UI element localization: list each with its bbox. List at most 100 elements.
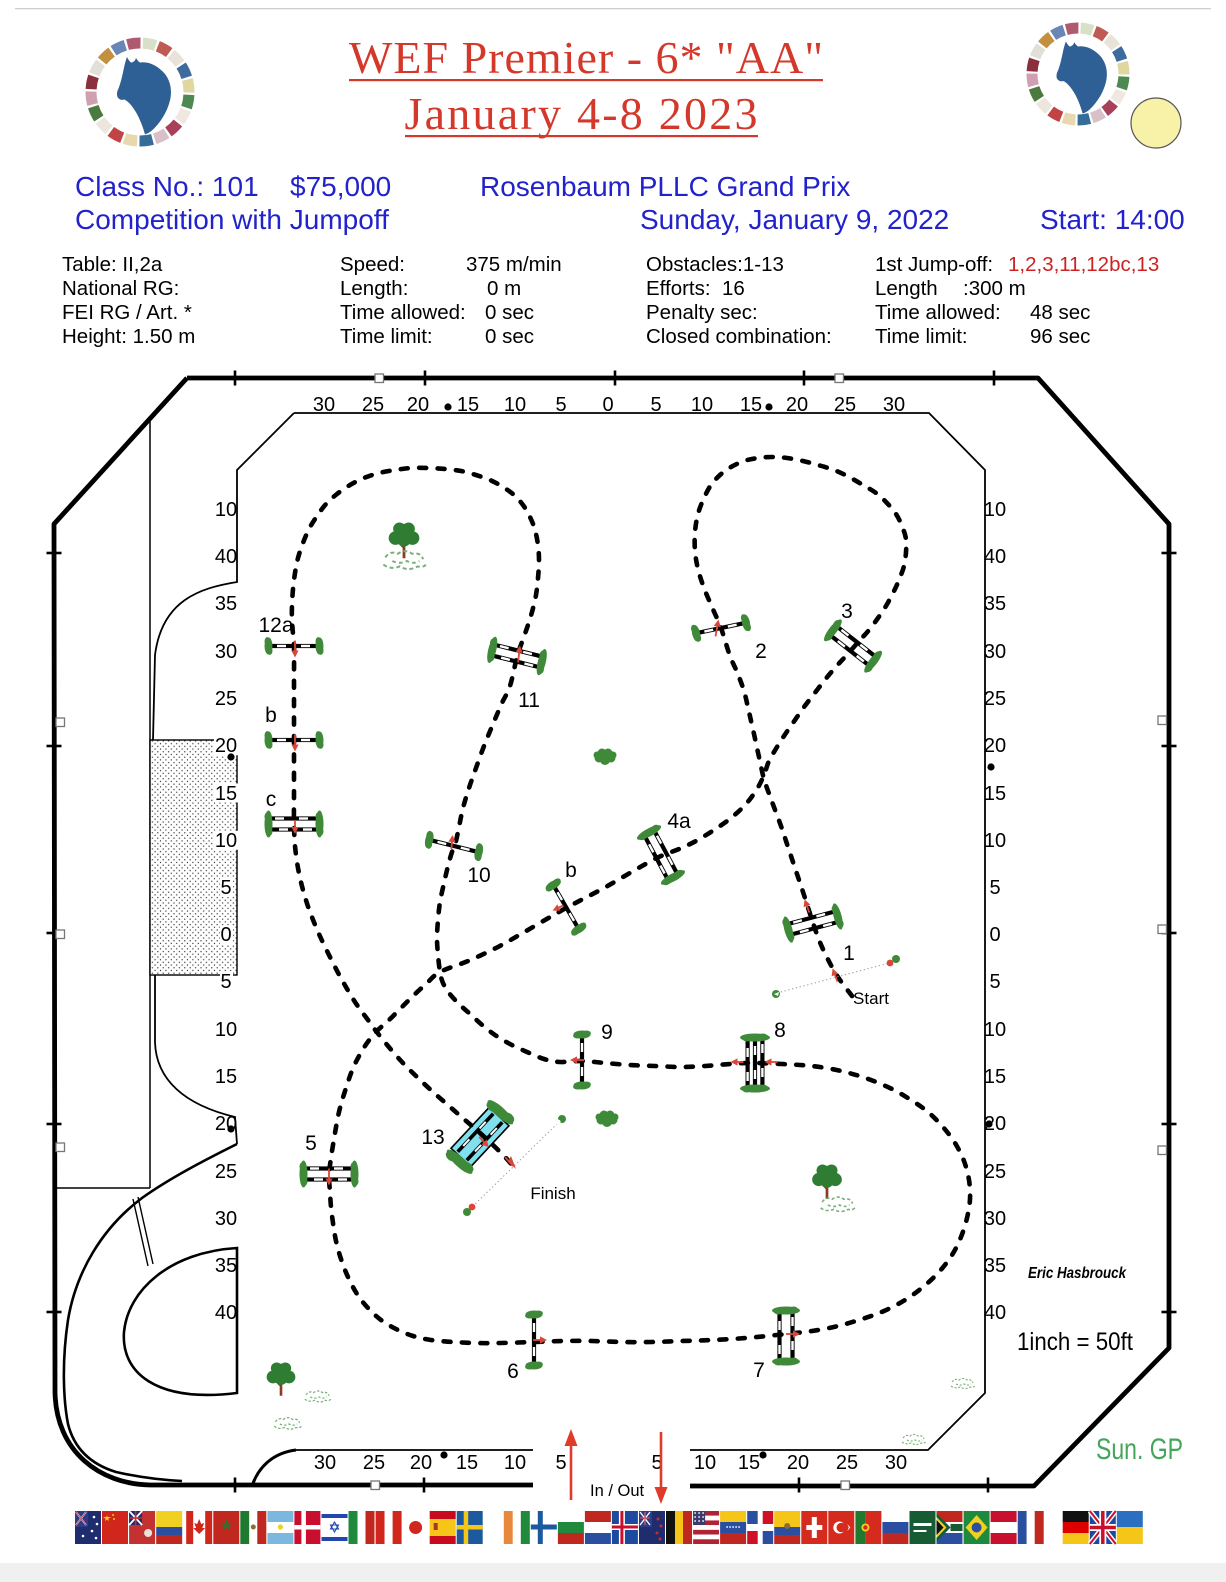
svg-text:10: 10 [984,1019,1006,1041]
svg-text:Competition with Jumpoff: Competition with Jumpoff [75,204,389,235]
svg-text:4a: 4a [667,810,691,833]
svg-text:30: 30 [885,1452,907,1474]
svg-text:Length: Length [875,277,938,300]
svg-text:Penalty sec:: Penalty sec: [646,301,758,324]
svg-text:20: 20 [215,1113,237,1135]
svg-text:10: 10 [215,830,237,852]
svg-text:10: 10 [984,499,1006,521]
svg-text:20: 20 [215,735,237,757]
svg-text:5: 5 [650,394,661,416]
svg-text:15: 15 [215,1066,237,1088]
svg-text:0 m: 0 m [487,277,521,300]
svg-text:c: c [266,788,277,811]
svg-text:40: 40 [215,1302,237,1324]
svg-text:1: 1 [843,942,855,965]
svg-text:3: 3 [841,600,853,623]
svg-text:375 m/min: 375 m/min [466,253,562,276]
svg-text:20: 20 [984,1113,1006,1135]
svg-text:Sun. GP: Sun. GP [1096,1433,1183,1466]
svg-text:In / Out: In / Out [590,1482,645,1500]
svg-text:Sunday, January 9, 2022: Sunday, January 9, 2022 [640,204,949,235]
svg-text:25: 25 [834,394,856,416]
svg-text:0: 0 [220,924,231,946]
svg-text:20: 20 [787,1452,809,1474]
svg-text:Obstacles:1-13: Obstacles:1-13 [646,253,784,276]
svg-text:20: 20 [407,394,429,416]
svg-text:5: 5 [220,971,231,993]
svg-text:8: 8 [774,1019,786,1042]
svg-text:35: 35 [984,593,1006,615]
svg-text:1st Jump-off:: 1st Jump-off: [875,253,993,276]
svg-text:Speed:: Speed: [340,253,405,276]
svg-text:$75,000: $75,000 [290,171,391,202]
svg-text:Time limit:: Time limit: [875,325,968,348]
svg-text:35: 35 [984,1255,1006,1277]
svg-text:5: 5 [555,394,566,416]
svg-text:Rosenbaum PLLC Grand Prix: Rosenbaum PLLC Grand Prix [480,171,850,202]
svg-text:5: 5 [555,1452,566,1474]
svg-text:Start: 14:00: Start: 14:00 [1040,204,1185,235]
svg-text:15: 15 [738,1452,760,1474]
svg-text:WEF Premier - 6* "AA": WEF Premier - 6* "AA" [349,32,823,83]
svg-text:15: 15 [984,1066,1006,1088]
svg-text:25: 25 [215,1161,237,1183]
svg-text:Height: 1.50 m: Height: 1.50 m [62,325,195,348]
svg-text:20: 20 [786,394,808,416]
svg-text:5: 5 [989,877,1000,899]
svg-text:Time allowed:: Time allowed: [340,301,466,324]
svg-text:10: 10 [467,864,490,887]
svg-text:30: 30 [313,394,335,416]
svg-text:96 sec: 96 sec [1030,325,1090,348]
svg-text:10: 10 [215,1019,237,1041]
svg-text:Finish: Finish [530,1184,575,1203]
svg-text:5: 5 [305,1132,317,1155]
svg-text:5: 5 [989,971,1000,993]
svg-text:5: 5 [651,1452,662,1474]
svg-text:7: 7 [753,1359,765,1382]
svg-text:Time allowed:: Time allowed: [875,301,1001,324]
svg-text:Start: Start [853,989,889,1008]
svg-text:0 sec: 0 sec [485,301,534,324]
svg-text:40: 40 [984,1302,1006,1324]
svg-text:10: 10 [984,830,1006,852]
svg-text:25: 25 [363,1452,385,1474]
svg-text:30: 30 [314,1452,336,1474]
svg-text:National RG:: National RG: [62,277,179,300]
svg-text:0: 0 [989,924,1000,946]
svg-text:10: 10 [504,394,526,416]
svg-text:30: 30 [984,1208,1006,1230]
svg-text:48 sec: 48 sec [1030,301,1090,324]
svg-text:FEI RG / Art. *: FEI RG / Art. * [62,301,192,324]
svg-text:2: 2 [755,640,767,663]
svg-text:Eric Hasbrouck: Eric Hasbrouck [1028,1265,1127,1282]
svg-text:10: 10 [694,1452,716,1474]
svg-text:35: 35 [215,593,237,615]
svg-text:10: 10 [215,499,237,521]
svg-text:15: 15 [457,394,479,416]
svg-text:16: 16 [722,277,745,300]
svg-text:25: 25 [362,394,384,416]
svg-text:Length:: Length: [340,277,408,300]
svg-text:Time limit:: Time limit: [340,325,433,348]
svg-text:25: 25 [984,688,1006,710]
svg-text:40: 40 [215,546,237,568]
svg-text:1inch = 50ft: 1inch = 50ft [1017,1328,1133,1356]
svg-text::300 m: :300 m [963,277,1026,300]
svg-text:13: 13 [421,1126,444,1149]
svg-text:0 sec: 0 sec [485,325,534,348]
svg-text:b: b [265,704,277,727]
svg-text:25: 25 [836,1452,858,1474]
svg-text:35: 35 [215,1255,237,1277]
svg-text:25: 25 [215,688,237,710]
svg-text:25: 25 [984,1161,1006,1183]
svg-text:30: 30 [984,641,1006,663]
svg-text:40: 40 [984,546,1006,568]
svg-text:January 4-8 2023: January 4-8 2023 [405,88,758,139]
svg-text:Class No.: 101: Class No.: 101 [75,171,259,202]
svg-text:12a: 12a [258,614,293,637]
svg-text:6: 6 [507,1360,519,1383]
svg-text:Table: II,2a: Table: II,2a [62,253,163,276]
svg-text:10: 10 [504,1452,526,1474]
svg-text:15: 15 [215,783,237,805]
svg-text:11: 11 [518,689,540,712]
